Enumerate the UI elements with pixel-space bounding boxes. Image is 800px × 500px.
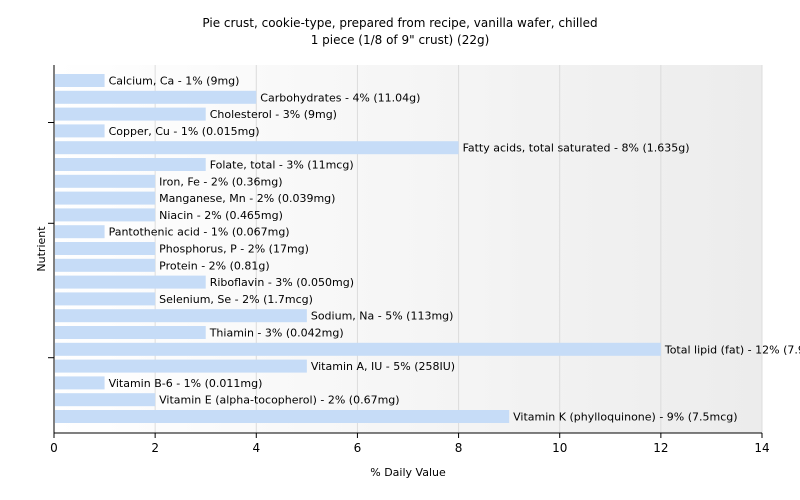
bar-label: Thiamin - 3% (0.042mg) xyxy=(209,327,344,340)
bar-label: Iron, Fe - 2% (0.36mg) xyxy=(159,175,282,188)
chart-title: Pie crust, cookie-type, prepared from re… xyxy=(202,16,597,30)
bar-label: Total lipid (fat) - 12% (7.96g) xyxy=(664,343,800,356)
bar xyxy=(55,158,206,171)
bar-label: Phosphorus, P - 2% (17mg) xyxy=(159,243,309,256)
x-tick-label: 10 xyxy=(552,441,567,455)
bar-label: Vitamin A, IU - 5% (258IU) xyxy=(311,360,455,373)
bar xyxy=(55,208,156,222)
bar-label: Vitamin E (alpha-tocopherol) - 2% (0.67m… xyxy=(159,394,399,407)
bar xyxy=(55,124,105,138)
bar xyxy=(55,107,206,121)
axes xyxy=(48,65,763,438)
bar xyxy=(55,359,307,373)
bar xyxy=(55,174,156,188)
x-tick-label: 14 xyxy=(754,441,769,455)
x-tick-label: 4 xyxy=(252,441,260,455)
grid-lines xyxy=(154,65,763,433)
bar xyxy=(55,410,510,423)
y-axis-label: Nutrient xyxy=(35,226,48,272)
bar xyxy=(55,309,307,323)
x-tick-label: 8 xyxy=(455,441,463,455)
bar xyxy=(55,393,156,407)
bar-label: Pantothenic acid - 1% (0.067mg) xyxy=(109,226,290,239)
bar-label: Riboflavin - 3% (0.050mg) xyxy=(210,276,354,289)
bar-label: Selenium, Se - 2% (1.7mcg) xyxy=(159,293,313,306)
bar-label: Calcium, Ca - 1% (9mg) xyxy=(109,75,240,88)
bar xyxy=(55,225,105,239)
bar-label: Copper, Cu - 1% (0.015mg) xyxy=(109,125,260,138)
bar xyxy=(55,242,156,255)
x-tick-label: 12 xyxy=(653,441,668,455)
bar-label: Sodium, Na - 5% (113mg) xyxy=(311,310,454,323)
x-tick-label: 2 xyxy=(151,441,159,455)
bar-labels: Calcium, Ca - 1% (9mg) Carbohydrates - 4%… xyxy=(109,75,800,424)
bar-label: Protein - 2% (0.81g) xyxy=(159,259,270,272)
bar xyxy=(55,326,206,339)
bar xyxy=(55,258,156,272)
bar-label: Cholesterol - 3% (9mg) xyxy=(210,108,337,121)
x-tick-labels: 0 2 4 6 8 10 12 14 xyxy=(50,441,769,455)
bar-label: Niacin - 2% (0.465mg) xyxy=(159,209,283,222)
bar xyxy=(55,141,459,155)
bar-label: Vitamin B-6 - 1% (0.011mg) xyxy=(109,377,263,390)
bar-label: Vitamin K (phylloquinone) - 9% (7.5mcg) xyxy=(513,411,737,424)
bar xyxy=(55,292,156,306)
bar-label: Folate, total - 3% (11mcg) xyxy=(210,159,354,172)
x-tick-label: 6 xyxy=(354,441,362,455)
bar xyxy=(55,376,105,390)
bar-label: Carbohydrates - 4% (11.04g) xyxy=(260,91,420,104)
bar-label: Manganese, Mn - 2% (0.039mg) xyxy=(159,192,335,205)
chart-subtitle: 1 piece (1/8 of 9" crust) (22g) xyxy=(311,33,490,47)
bars xyxy=(55,74,661,423)
x-tick-label: 0 xyxy=(50,441,58,455)
bar xyxy=(55,342,661,356)
x-axis-label: % Daily Value xyxy=(370,466,446,479)
bar-label: Fatty acids, total saturated - 8% (1.635… xyxy=(463,142,690,155)
bar xyxy=(55,275,206,289)
bar xyxy=(55,191,156,205)
bar xyxy=(55,90,257,104)
bar xyxy=(55,74,105,87)
